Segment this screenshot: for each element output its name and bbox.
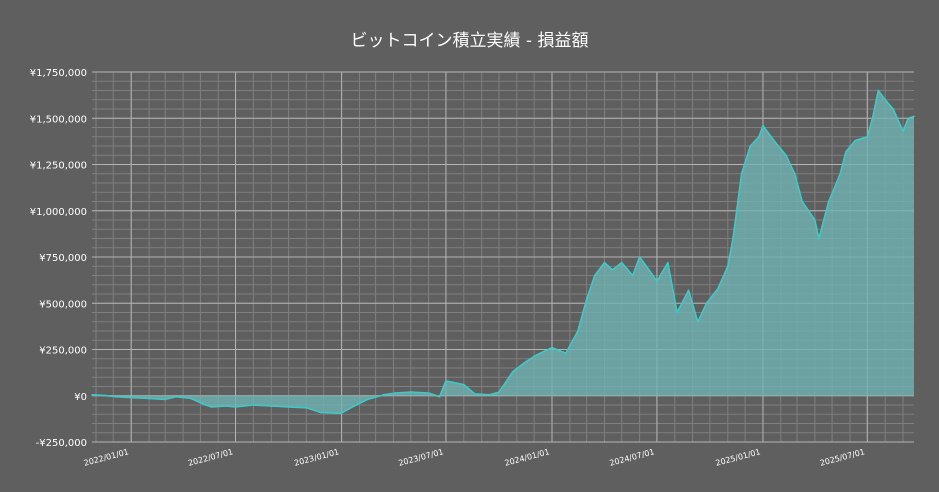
data-point (148, 397, 150, 400)
y-tick-label: ¥1,250,000 (30, 161, 87, 172)
data-point (382, 394, 385, 396)
data-point (913, 115, 915, 118)
data-point (611, 269, 614, 271)
x-tick-label: 2025/01/01 (715, 447, 762, 468)
data-point (687, 289, 690, 292)
data-point (638, 256, 641, 258)
data-point (884, 99, 886, 101)
y-tick-label: ¥250,000 (39, 346, 87, 357)
data-point (827, 200, 830, 203)
data-point (727, 265, 729, 268)
data-point (818, 237, 820, 240)
data-point (773, 139, 775, 142)
data-point (717, 287, 719, 290)
y-tick-label: ¥1,500,000 (30, 114, 87, 125)
data-point (225, 405, 228, 407)
data-point (535, 354, 538, 356)
x-tick-label: 2022/01/01 (83, 447, 130, 468)
y-tick-label: ¥1,750,000 (30, 68, 87, 79)
y-tick-label: ¥500,000 (39, 299, 87, 310)
data-point (705, 302, 708, 305)
data-point (793, 173, 796, 175)
data-point (512, 370, 514, 373)
data-point (366, 398, 369, 401)
data-point (676, 311, 678, 314)
data-point (463, 383, 465, 386)
data-point (593, 274, 596, 277)
x-tick-label: 2023/07/01 (398, 447, 445, 468)
data-point (190, 397, 192, 400)
data-point (524, 361, 526, 364)
data-point (210, 406, 213, 408)
data-point (319, 411, 322, 414)
data-point (631, 274, 634, 277)
data-point (498, 391, 500, 393)
data-point (854, 139, 856, 142)
data-point (785, 154, 787, 157)
data-point (603, 261, 606, 264)
data-point (445, 380, 447, 382)
data-point (839, 173, 841, 175)
data-point (204, 404, 207, 406)
data-point (667, 261, 669, 264)
x-tick-label: 2025/07/01 (819, 447, 866, 468)
data-point (697, 321, 699, 323)
data-point (866, 136, 869, 138)
data-point (427, 392, 430, 394)
data-point (801, 200, 803, 203)
data-point (877, 89, 880, 92)
x-tick-label: 2023/01/01 (293, 447, 340, 468)
data-point (164, 398, 166, 401)
y-tick-label: -¥250,000 (36, 438, 87, 449)
data-point (565, 352, 567, 355)
x-tick-label: 2022/07/01 (187, 447, 234, 468)
data-point (646, 267, 649, 269)
data-point (234, 406, 237, 408)
data-point (871, 117, 874, 120)
data-point (287, 406, 290, 408)
data-point (749, 145, 752, 147)
data-point (551, 346, 553, 349)
x-tick-label: 2024/07/01 (609, 447, 656, 468)
data-point (175, 395, 177, 398)
chart-title: ビットコイン積立実績 - 損益額 (350, 31, 589, 51)
data-point (620, 261, 623, 264)
data-point (130, 396, 132, 399)
data-point (902, 130, 904, 132)
data-point (410, 391, 412, 393)
data-point (270, 405, 273, 407)
data-point (892, 108, 894, 110)
data-point (577, 330, 579, 332)
y-tick-label: ¥750,000 (39, 253, 87, 264)
data-point (845, 150, 847, 153)
data-point (814, 219, 816, 221)
data-point (252, 404, 255, 406)
data-point (340, 412, 342, 415)
data-point (907, 117, 909, 120)
series-area (92, 90, 914, 414)
data-point (758, 136, 760, 138)
data-point (488, 394, 491, 396)
data-point (762, 124, 764, 127)
data-point (438, 395, 441, 398)
data-point (740, 173, 743, 175)
data-point (656, 280, 658, 282)
data-point (395, 392, 397, 394)
y-tick-label: ¥1,000,000 (30, 207, 87, 218)
x-tick-label: 2024/01/01 (504, 447, 551, 468)
data-point (585, 298, 588, 301)
data-point (114, 395, 117, 398)
data-point (732, 237, 734, 240)
data-point (91, 394, 93, 396)
data-point (305, 407, 308, 409)
data-point (103, 394, 105, 397)
data-point (474, 393, 476, 395)
data-point (351, 406, 354, 408)
y-tick-label: ¥0 (74, 392, 87, 403)
